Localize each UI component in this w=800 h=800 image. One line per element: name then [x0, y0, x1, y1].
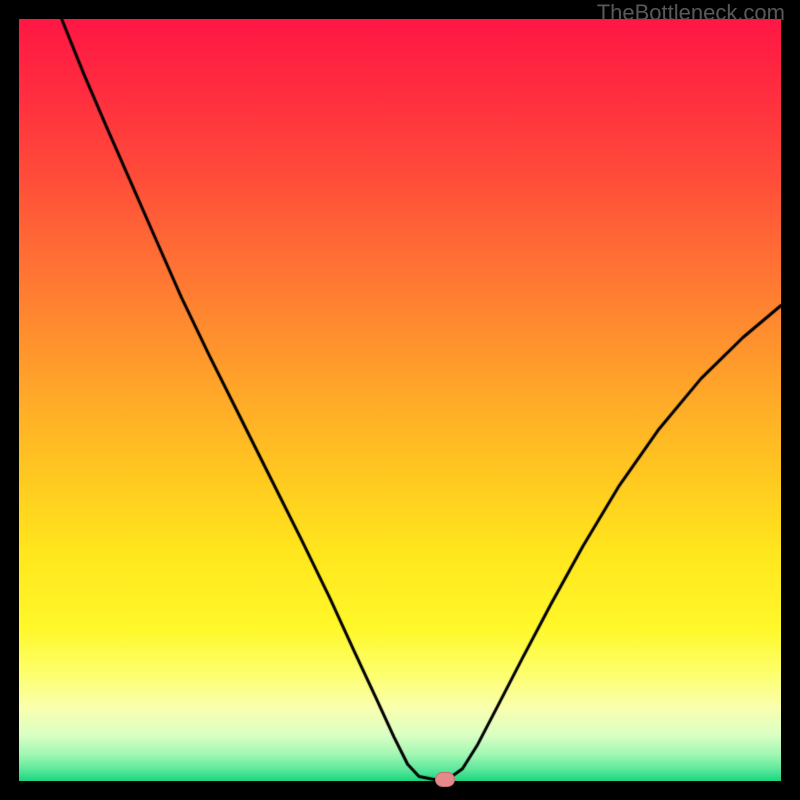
watermark-text: TheBottleneck.com	[597, 0, 785, 26]
chart-stage: TheBottleneck.com	[0, 0, 800, 800]
bottleneck-marker	[435, 772, 455, 787]
bottleneck-curve	[0, 0, 800, 800]
